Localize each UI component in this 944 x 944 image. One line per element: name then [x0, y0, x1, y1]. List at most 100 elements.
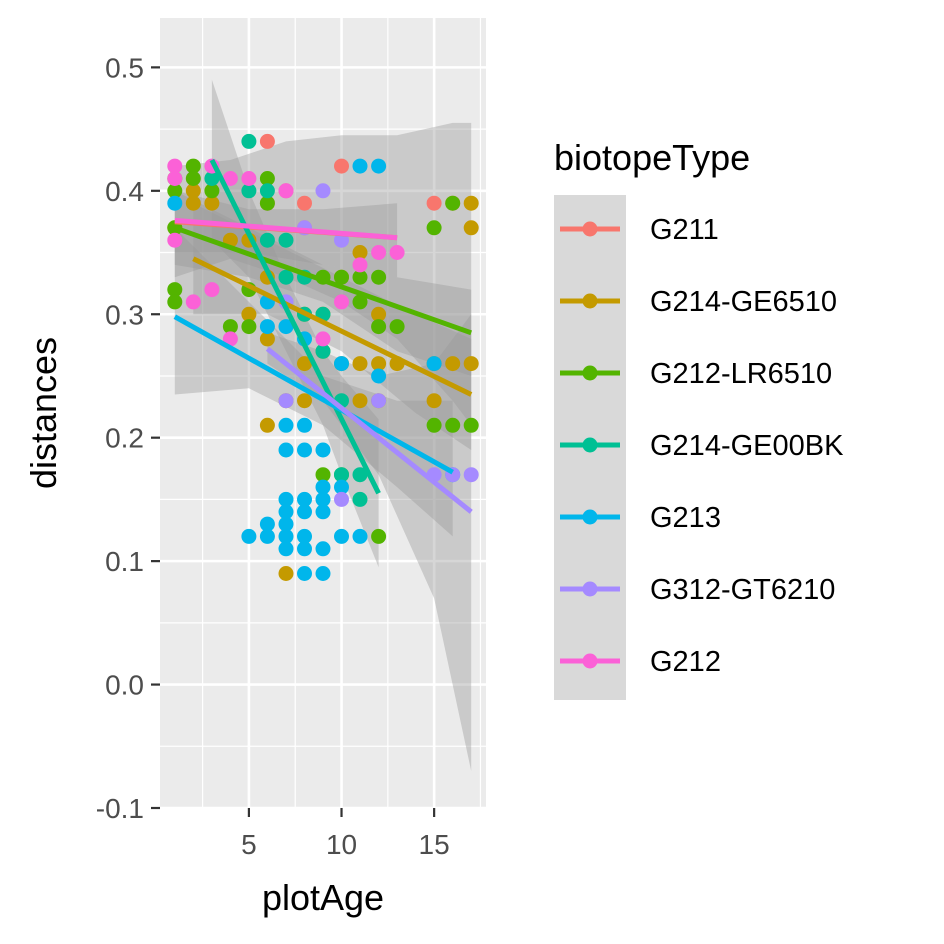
data-point	[167, 183, 183, 199]
fit-line	[192, 256, 473, 397]
data-point	[167, 232, 183, 248]
data-point	[371, 528, 387, 544]
data-point	[259, 528, 275, 544]
data-point	[334, 467, 349, 483]
data-point	[334, 269, 349, 285]
data-point	[259, 331, 275, 347]
data-point	[334, 528, 349, 544]
data-point	[371, 319, 387, 335]
data-point	[371, 269, 387, 285]
data-point	[278, 319, 294, 335]
x-axis-title: plotAge	[262, 877, 384, 918]
fit-line	[174, 217, 398, 241]
data-point	[297, 417, 312, 433]
grid-minor	[160, 18, 486, 808]
fit-line	[209, 158, 381, 495]
data-point	[426, 195, 442, 211]
data-point	[371, 158, 387, 174]
data-point	[167, 171, 183, 186]
x-axis: 5 10 15	[241, 808, 450, 860]
x-tick-label: 10	[326, 829, 357, 860]
data-point	[371, 393, 387, 409]
data-point	[241, 171, 257, 186]
data-point	[426, 220, 442, 236]
data-point	[315, 467, 331, 483]
data-point	[278, 541, 294, 557]
data-point	[352, 528, 368, 544]
data-point	[445, 417, 461, 433]
data-point	[315, 541, 331, 557]
data-point	[204, 171, 220, 186]
data-point	[426, 356, 442, 372]
fit-lines	[173, 158, 473, 514]
legend-key-point	[582, 365, 598, 381]
data-point	[445, 195, 461, 211]
fit-line	[265, 346, 473, 514]
data-point	[371, 245, 387, 260]
data-point	[241, 319, 257, 335]
legend-key-point	[582, 581, 598, 597]
legend: biotopeType G211 G214-GE6510 G212-LR6510 G2…	[554, 137, 844, 700]
data-point	[185, 183, 201, 199]
x-tick-label: 5	[241, 829, 257, 860]
fit-line	[173, 225, 473, 336]
confidence-band	[267, 314, 472, 771]
data-point	[204, 282, 220, 298]
data-point	[241, 133, 257, 149]
legend-label: G214-GE6510	[650, 286, 837, 318]
data-point	[389, 319, 405, 335]
data-point	[352, 393, 368, 409]
y-tick-label: 0.3	[105, 299, 144, 330]
legend-key-point	[582, 293, 598, 309]
confidence-band	[174, 227, 453, 537]
data-point	[185, 294, 201, 310]
data-point	[315, 491, 331, 507]
data-point	[167, 195, 183, 211]
data-point	[278, 516, 294, 532]
legend-title: biotopeType	[554, 137, 750, 178]
data-point	[315, 183, 331, 199]
legend-label: G212-LR6510	[650, 358, 832, 390]
data-point	[352, 294, 368, 310]
data-point	[185, 171, 201, 186]
data-point	[278, 566, 294, 581]
data-point	[259, 319, 275, 335]
data-point	[334, 294, 349, 310]
data-point	[297, 393, 312, 409]
data-point	[371, 306, 387, 322]
legend-key-point	[582, 653, 598, 669]
data-point	[334, 356, 349, 372]
data-point	[315, 479, 331, 495]
y-tick-label: 0.1	[105, 546, 144, 577]
data-point	[463, 220, 479, 236]
y-tick-label: 0.2	[105, 423, 144, 454]
data-point	[297, 504, 312, 520]
data-point	[463, 467, 479, 483]
legend-key-point	[582, 509, 598, 525]
data-point	[297, 442, 312, 458]
legend-label: G213	[650, 502, 721, 534]
data-point	[278, 232, 294, 248]
legend-key-point	[582, 221, 598, 237]
y-tick-label: 0.0	[105, 670, 144, 701]
y-axis: -0.1 0.0 0.1 0.2 0.3 0.4 0.5	[96, 52, 160, 824]
data-point	[315, 331, 331, 347]
data-point	[185, 195, 201, 211]
data-point	[352, 269, 368, 285]
data-point	[297, 566, 312, 581]
data-point	[278, 269, 294, 285]
data-point	[445, 356, 461, 372]
data-point	[241, 183, 257, 199]
data-point	[334, 491, 349, 507]
y-tick-label: 0.5	[105, 52, 144, 83]
data-point	[315, 343, 331, 359]
data-point	[352, 245, 368, 260]
data-point	[352, 257, 368, 273]
data-point	[371, 368, 387, 384]
data-point	[463, 195, 479, 211]
grid-major	[160, 18, 486, 810]
data-point	[463, 417, 479, 433]
data-point	[167, 158, 183, 174]
data-point	[352, 356, 368, 372]
